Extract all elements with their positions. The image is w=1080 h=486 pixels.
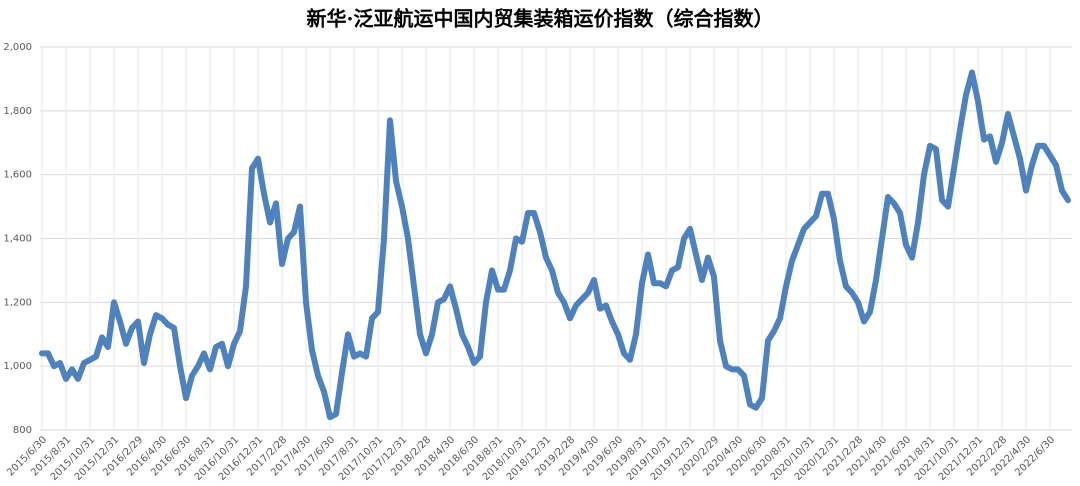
grid <box>40 46 1072 431</box>
y-tick-label: 1,600 <box>3 170 32 181</box>
y-tick-label: 800 <box>13 425 32 436</box>
chart-title: 新华·泛亚航运中国内贸集装箱运价指数（综合指数） <box>307 7 774 31</box>
data-line <box>39 69 1071 421</box>
y-tick-label: 1,400 <box>3 234 32 245</box>
y-tick-label: 2,000 <box>3 42 32 53</box>
y-tick-label: 1,000 <box>3 361 32 372</box>
y-tick-label: 1,200 <box>3 297 32 308</box>
y-tick-label: 1,800 <box>3 106 32 117</box>
